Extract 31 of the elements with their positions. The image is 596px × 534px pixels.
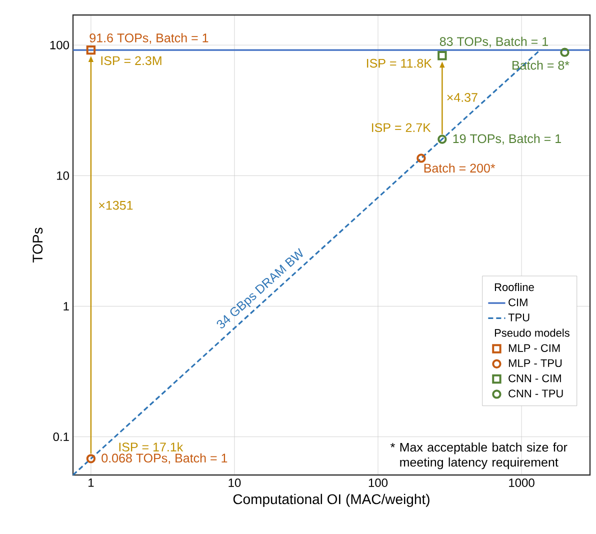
y-tick-label: 100 [50,40,70,50]
annotation: ISP = 2.7K [372,123,431,132]
x-tick-label: 10 [228,478,241,488]
annotation: ISP = 2.3M [101,56,162,66]
annotation: 91.6 TOPs, Batch = 1 [90,33,208,44]
legend-label: CIM [508,298,528,306]
annotation: ×1351 [99,200,133,210]
annotation: 19 TOPs, Batch = 1 [453,134,561,145]
y-tick-label: 1 [64,302,69,310]
annotation: 83 TOPs, Batch = 1 [440,36,548,48]
annotation: Batch = 8* [512,60,570,70]
annotation: ×4.37 [447,93,478,102]
legend-label: CNN - TPU [508,390,563,398]
legend-label: MLP - TPU [508,359,562,368]
annotation: ISP = 11.8K [367,58,432,68]
x-axis-title: Computational OI (MAC/weight) [233,494,430,507]
x-tick-label: 100 [368,478,388,488]
legend-title: Roofline [494,282,534,292]
legend-label: CNN - CIM [508,374,561,382]
x-tick-label: 1 [88,478,94,487]
y-tick-label: 10 [57,171,70,180]
legend-label: MLP - CIM [508,344,560,352]
annotation: ISP = 17.1k [119,442,184,452]
y-tick-label: 0.1 [53,432,69,442]
legend-label: TPU [508,314,530,322]
x-tick-label: 1000 [509,478,534,488]
annotation: Pseudo models [494,328,570,337]
annotation: 0.068 TOPs, Batch = 1 [102,453,228,464]
annotation: * Max acceptable batch size for meeting latency requirement [390,442,568,470]
y-axis-title: TOPs [32,228,43,262]
annotation: Batch = 200* [424,163,496,173]
